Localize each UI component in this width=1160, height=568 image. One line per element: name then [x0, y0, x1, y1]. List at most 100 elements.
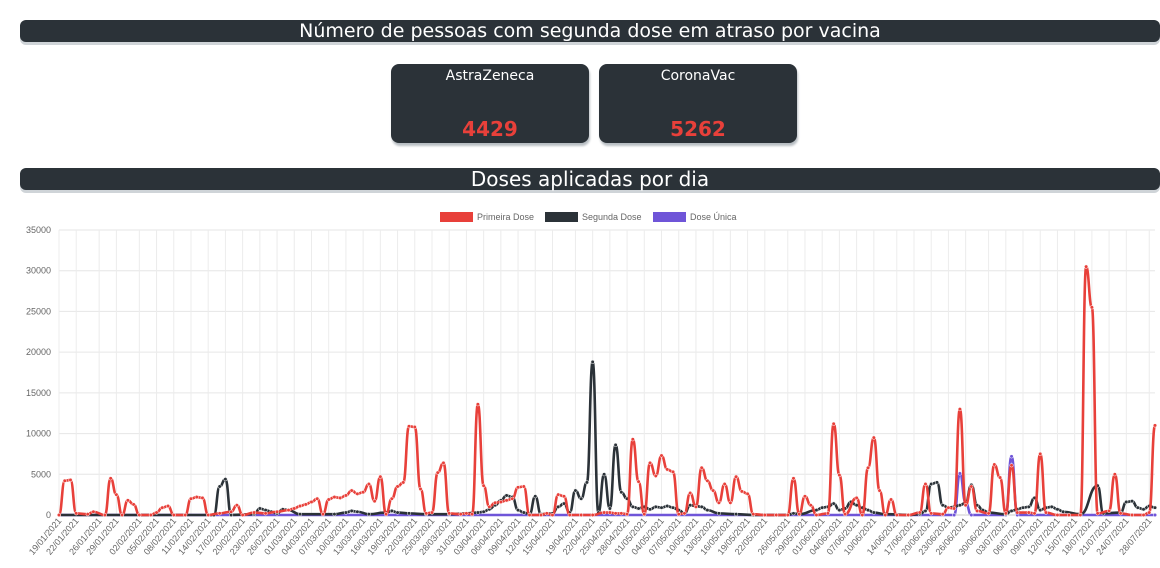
- data-point: [350, 509, 354, 513]
- data-point: [1056, 508, 1060, 512]
- chart-series: [57, 265, 1157, 517]
- data-point: [160, 506, 164, 510]
- doses-per-day-chart: 0 5000 10000 15000 20000 25000 30000 35000 19/0…: [0, 195, 1160, 568]
- data-point: [126, 499, 130, 503]
- data-point: [1004, 512, 1008, 516]
- data-point: [579, 497, 583, 501]
- data-point: [333, 495, 337, 499]
- data-point: [120, 513, 124, 517]
- data-point: [574, 489, 578, 493]
- legend-item[interactable]: Dose Única: [653, 212, 737, 222]
- data-point: [964, 503, 968, 507]
- data-point: [993, 463, 997, 467]
- data-point: [258, 507, 262, 511]
- data-point: [970, 513, 974, 517]
- data-point: [442, 461, 446, 465]
- data-point: [1050, 505, 1054, 509]
- data-point: [734, 475, 738, 479]
- data-point: [671, 506, 675, 510]
- data-point: [665, 504, 669, 508]
- data-point: [1033, 512, 1037, 516]
- data-point: [436, 471, 440, 475]
- y-tick-label: 30000: [26, 266, 51, 276]
- data-point: [941, 503, 945, 507]
- data-point: [774, 513, 778, 517]
- data-point: [579, 513, 583, 517]
- data-point: [419, 487, 423, 491]
- data-point: [86, 512, 90, 516]
- data-point: [700, 505, 704, 509]
- data-point: [637, 507, 641, 511]
- data-point: [706, 508, 710, 512]
- data-point: [275, 510, 279, 514]
- data-point: [361, 490, 365, 494]
- data-point: [872, 436, 876, 440]
- data-point: [350, 489, 354, 493]
- data-point: [591, 513, 595, 517]
- data-point: [878, 489, 882, 493]
- data-point: [723, 482, 727, 486]
- coronavac-value: 5262: [599, 117, 797, 141]
- data-point: [706, 479, 710, 483]
- data-point: [970, 485, 974, 489]
- data-point: [367, 482, 371, 486]
- data-point: [889, 498, 893, 502]
- data-point: [74, 512, 78, 516]
- data-point: [838, 508, 842, 512]
- data-point: [1107, 509, 1111, 513]
- coronavac-label: CoronaVac: [599, 68, 797, 84]
- data-point: [206, 513, 210, 517]
- data-point: [929, 512, 933, 516]
- data-point: [637, 480, 641, 484]
- data-point: [1142, 508, 1146, 512]
- legend-item[interactable]: Primeira Dose: [440, 212, 534, 222]
- data-point: [683, 512, 687, 516]
- data-point: [642, 512, 646, 516]
- data-point: [1021, 506, 1025, 510]
- data-point: [1153, 506, 1157, 510]
- data-point: [1125, 500, 1129, 504]
- data-point: [694, 505, 698, 509]
- data-point: [631, 437, 635, 441]
- data-point: [832, 422, 836, 426]
- data-point: [218, 512, 222, 516]
- data-point: [786, 513, 790, 517]
- data-point: [820, 506, 824, 510]
- data-point: [1130, 513, 1134, 517]
- data-point: [620, 512, 624, 516]
- data-point: [528, 513, 532, 517]
- data-point: [310, 500, 314, 504]
- data-point: [298, 512, 302, 516]
- data-point: [379, 475, 383, 479]
- series-line: [59, 267, 1155, 515]
- data-point: [241, 513, 245, 517]
- data-point: [321, 512, 325, 516]
- data-point: [734, 512, 738, 516]
- astrazeneca-label: AstraZeneca: [391, 68, 589, 84]
- data-point: [424, 512, 428, 516]
- data-point: [252, 511, 256, 515]
- data-point: [688, 503, 692, 507]
- data-point: [998, 476, 1002, 480]
- data-point: [861, 513, 865, 517]
- legend-item[interactable]: Segunda Dose: [545, 212, 642, 222]
- data-point: [625, 512, 629, 516]
- doses-per-day-header: Doses aplicadas por dia: [20, 168, 1160, 190]
- data-point: [1010, 464, 1014, 468]
- data-point: [602, 511, 606, 515]
- data-point: [614, 512, 618, 516]
- data-point: [155, 511, 159, 515]
- data-point: [952, 507, 956, 511]
- data-point: [941, 512, 945, 516]
- data-point: [132, 503, 136, 507]
- data-point: [224, 477, 228, 481]
- data-point: [545, 512, 549, 516]
- data-point: [482, 510, 486, 514]
- data-point: [287, 508, 291, 512]
- data-point: [1142, 513, 1146, 517]
- data-point: [826, 512, 830, 516]
- data-point: [958, 472, 962, 476]
- data-point: [1119, 512, 1123, 516]
- data-point: [149, 513, 153, 517]
- chart-legend[interactable]: Primeira Dose Segunda Dose Dose Única: [440, 212, 737, 222]
